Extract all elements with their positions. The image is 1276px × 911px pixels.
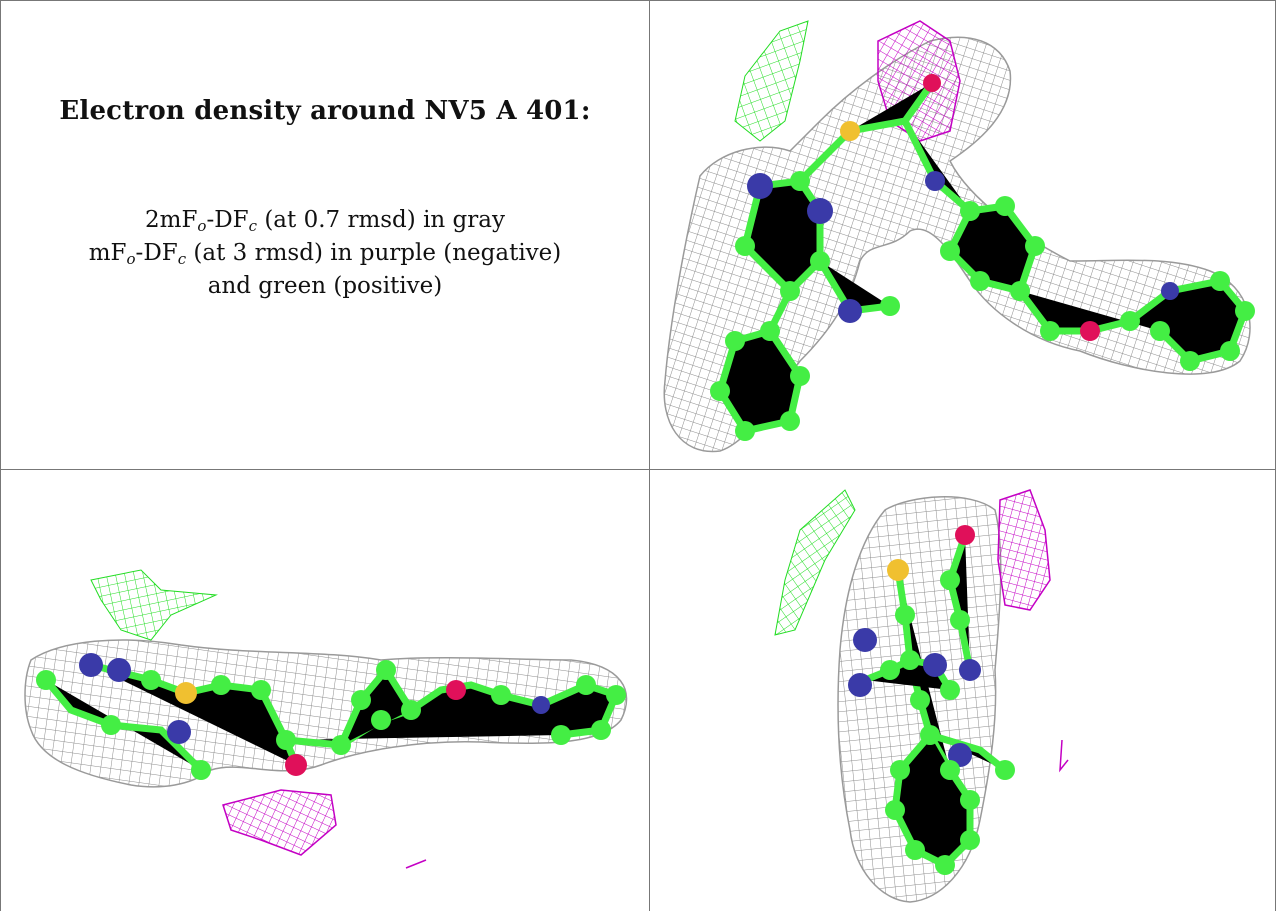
caption-line-green: and green (positive) [207,273,443,299]
ligand-atoms [36,653,626,780]
table-border-left [0,0,1,911]
bottom-left-view [1,470,649,911]
caption-line2-sub-o: o [126,250,136,268]
table-border-center [649,0,650,911]
ligand-atoms [848,525,1015,875]
table-border-middle [0,469,1276,470]
caption-line1-sub-c: c [248,217,258,235]
purple-negative-fragment [405,859,427,869]
caption-line1-suffix: (at 0.7 rmsd) in gray [257,207,505,233]
top-right-view [650,1,1275,469]
caption-line1-prefix: 2mF [145,207,198,233]
density-view-top-right [663,20,1255,453]
green-positive-mesh [90,569,218,641]
caption-line1-sub-o: o [197,217,207,235]
density-view-bottom-left [24,569,628,869]
caption-cell: Electron density around NV5 A 401: 2mFo-… [1,1,649,469]
caption-line1-middle: -DF [206,207,249,233]
caption-line2-prefix: mF [88,240,127,266]
density-view-bottom-right [774,489,1069,903]
green-positive-mesh [774,489,856,636]
caption-line2-sub-c: c [177,250,187,268]
purple-negative-mesh [997,489,1051,611]
caption-line-mfo-dfc: mFo-DFc (at 3 rmsd) in purple (negative) [1,237,649,270]
table-border-top [0,0,1276,1]
ligand-atoms [710,74,1255,441]
caption-line-2mfo-dfc: 2mFo-DFc (at 0.7 rmsd) in gray [1,204,649,237]
purple-negative-fragment [1059,739,1069,773]
caption-text: 2mFo-DFc (at 0.7 rmsd) in gray mFo-DFc (… [1,204,649,303]
caption-title: Electron density around NV5 A 401: [59,96,591,126]
green-positive-mesh [734,20,809,142]
purple-negative-mesh [222,789,337,856]
caption-line2-middle: -DF [135,240,178,266]
caption-line2-suffix: (at 3 rmsd) in purple (negative) [186,240,562,266]
bottom-right-view [650,470,1275,911]
